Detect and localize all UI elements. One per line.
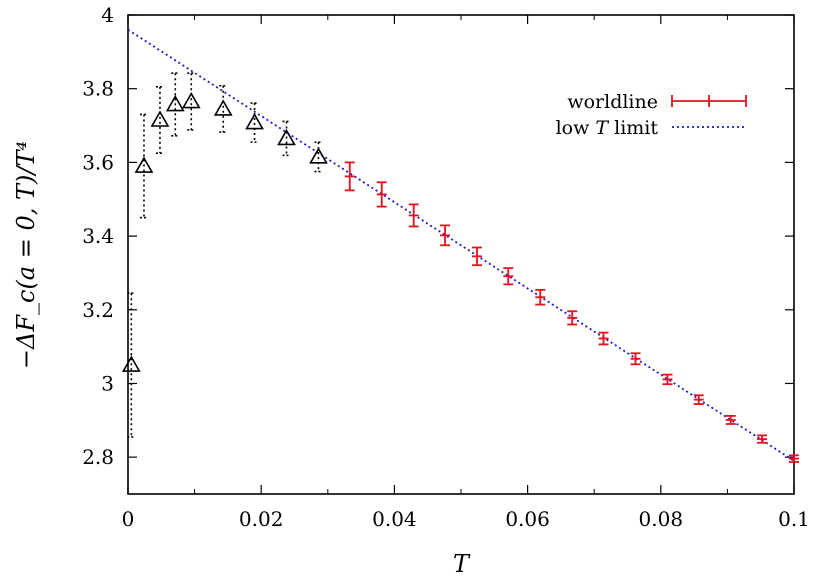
x-tick-label: 0.08 xyxy=(639,507,684,531)
y-tick-label: 3.8 xyxy=(82,77,114,101)
y-axis-title: −ΔF_c(a = 0, T)/T⁴ xyxy=(12,141,40,369)
x-tick-label: 0 xyxy=(122,507,135,531)
x-tick-label: 0.06 xyxy=(505,507,550,531)
low-t-limit-line xyxy=(127,28,795,462)
triangle-point xyxy=(309,147,328,164)
triangle-point xyxy=(213,99,233,116)
triangle-point xyxy=(165,94,185,112)
y-tick-label: 3.4 xyxy=(82,224,114,248)
y-tick-label: 3.2 xyxy=(82,298,114,322)
triangle-point xyxy=(181,91,201,109)
plot-frame xyxy=(127,14,795,495)
plot-marks xyxy=(121,28,799,463)
x-tick-label: 0.02 xyxy=(239,507,284,531)
triangle-point xyxy=(121,355,141,372)
y-tick-label: 4 xyxy=(101,3,114,27)
triangle-point xyxy=(134,156,154,173)
triangle-point xyxy=(245,112,264,130)
legend-label-worldline: worldline xyxy=(567,91,658,113)
x-axis-title: T xyxy=(453,550,471,578)
x-tick-label: 0.1 xyxy=(778,507,810,531)
y-tick-label: 3 xyxy=(101,371,114,395)
legend-label-low-t-limit: low T limit xyxy=(556,117,659,139)
x-tick-label: 0.04 xyxy=(372,507,417,531)
y-tick-label: 2.8 xyxy=(82,445,114,469)
x-axis-ticks: 0 0.02 0.04 0.06 0.08 0.1 xyxy=(122,15,810,531)
legend: worldline low T limit xyxy=(556,91,747,139)
plot-border xyxy=(127,14,795,495)
y-axis-ticks: 2.8 3 3.2 3.4 3.6 3.8 4 xyxy=(82,3,794,469)
triangle-point xyxy=(277,128,296,146)
triangle-point xyxy=(150,110,170,127)
y-tick-label: 3.6 xyxy=(82,150,114,174)
